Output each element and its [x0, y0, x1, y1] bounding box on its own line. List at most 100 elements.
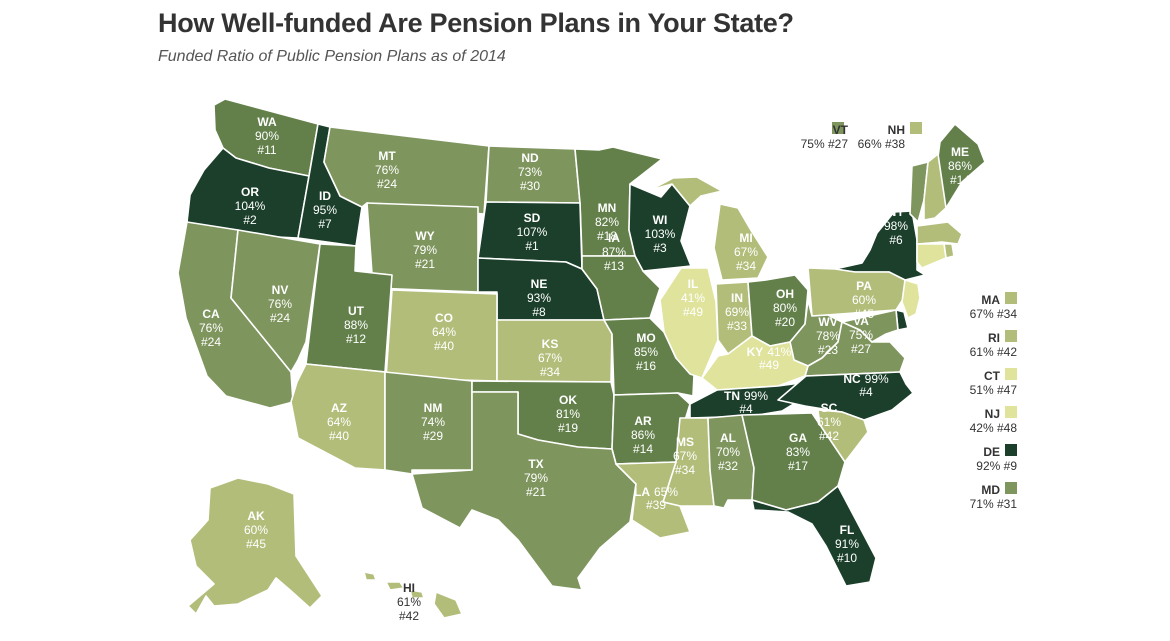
state-abbr: CO	[435, 311, 453, 325]
state-rank: #17	[788, 459, 808, 473]
state-abbr: KY 41%	[747, 345, 792, 359]
state-pct: 83%	[786, 445, 810, 459]
state-pct: 70%	[716, 445, 740, 459]
legend-swatch-vt	[832, 122, 844, 134]
state-abbr: MS	[676, 435, 694, 449]
state-abbr: ND	[521, 151, 539, 165]
state-abbr: MN	[598, 201, 617, 215]
state-rank: #14	[950, 173, 970, 187]
state-rank: #45	[246, 537, 266, 551]
state-pct: 73%	[518, 165, 542, 179]
state-fl	[751, 485, 877, 587]
state-pct: 64%	[432, 325, 456, 339]
state-abbr: IA	[608, 231, 620, 245]
state-pct: 91%	[835, 537, 859, 551]
state-abbr: PA	[856, 279, 872, 293]
legend-swatch-nj	[1005, 406, 1017, 418]
state-rank: #13	[604, 259, 624, 273]
state-abbr: WA	[257, 115, 277, 129]
state-abbr: AK	[247, 509, 265, 523]
state-abbr: CA	[202, 307, 220, 321]
page-title: How Well-funded Are Pension Plans in You…	[158, 8, 794, 38]
state-pct-rank: 42% #48	[970, 421, 1018, 435]
state-pct: 98%	[884, 219, 908, 233]
state-rank: #24	[201, 335, 221, 349]
state-abbr: MI	[739, 231, 752, 245]
state-rank: #2	[243, 213, 257, 227]
state-abbr-text: LA	[634, 485, 650, 499]
state-pct-rank: 67% #34	[970, 307, 1018, 321]
state-rank: #33	[727, 319, 747, 333]
state-ny	[834, 210, 926, 281]
state-tx	[411, 391, 637, 591]
state-abbr: VT	[833, 123, 849, 137]
state-nc	[777, 371, 914, 421]
state-mi	[649, 176, 769, 281]
state-abbr: MD	[981, 483, 1000, 497]
state-pct: 85%	[634, 345, 658, 359]
state-abbr: WY	[415, 229, 434, 243]
state-nj	[901, 279, 921, 319]
state-rank: #21	[415, 257, 435, 271]
state-pct: 86%	[631, 428, 655, 442]
state-pct: 79%	[413, 243, 437, 257]
state-pct: 86%	[948, 159, 972, 173]
legend-swatch-de	[1005, 444, 1017, 456]
state-abbr: AZ	[331, 401, 347, 415]
state-rank: #27	[851, 342, 871, 356]
legend-swatch-ri	[1005, 330, 1017, 342]
state-rank: #4	[739, 402, 753, 416]
legend-swatch-ct	[1005, 368, 1017, 380]
state-pct: 67%	[673, 449, 697, 463]
legend-swatch-md	[1005, 482, 1017, 494]
state-pct: 103%	[645, 227, 676, 241]
state-pct: 76%	[268, 297, 292, 311]
state-md	[841, 309, 899, 343]
state-hi	[363, 571, 463, 619]
state-labels: WA90%#11OR104%#2ID95%#7MT76%#24ND73%#30M…	[199, 115, 972, 623]
state-rank: #32	[718, 459, 738, 473]
state-pct: 78%	[816, 329, 840, 343]
state-mo	[603, 317, 695, 397]
state-abbr: KS	[542, 337, 559, 351]
state-abbr: SC	[821, 401, 838, 415]
state-ma	[916, 221, 963, 245]
state-rank: #45	[854, 307, 874, 321]
state-abbr: ID	[319, 189, 331, 203]
state-abbr: MT	[378, 149, 396, 163]
state-rank: #49	[759, 358, 779, 372]
state-abbr-text: TN	[724, 389, 740, 403]
state-rank: #10	[837, 551, 857, 565]
state-pct: 69%	[725, 305, 749, 319]
state-mt	[323, 126, 490, 215]
state-abbr: NH	[888, 123, 905, 137]
state-abbr: AR	[634, 414, 652, 428]
